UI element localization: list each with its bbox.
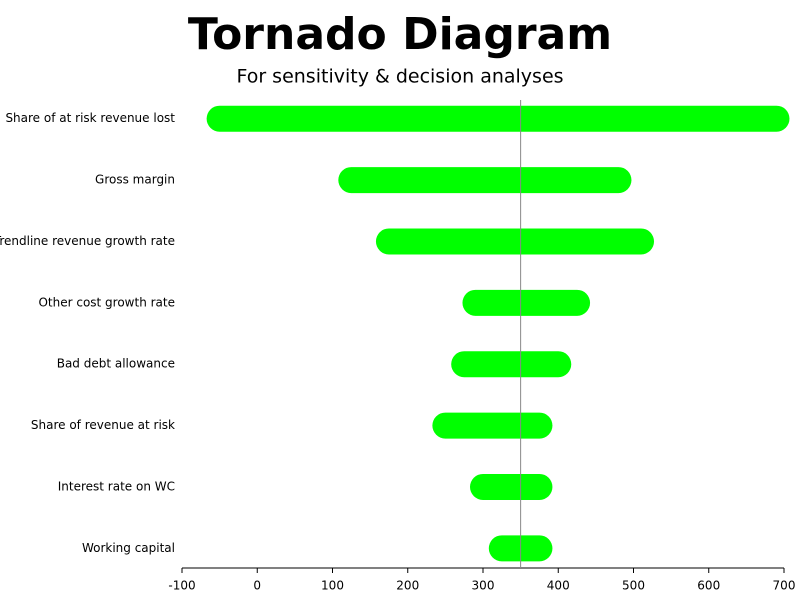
x-tick-label: 100 (321, 579, 344, 593)
category-label: Share of at risk revenue lost (5, 111, 175, 125)
category-label: Interest rate on WC (58, 479, 175, 493)
x-tick-label: 200 (396, 579, 419, 593)
category-label: Other cost growth rate (38, 295, 175, 309)
category-label: Working capital (82, 541, 175, 555)
chart-title: Tornado Diagram (188, 9, 612, 60)
category-label: Gross margin (95, 173, 175, 187)
category-label: Bad debt allowance (57, 357, 175, 371)
chart-subtitle: For sensitivity & decision analyses (236, 66, 563, 88)
x-tick-label: 600 (697, 579, 720, 593)
x-tick-label: 500 (622, 579, 645, 593)
category-label: Share of revenue at risk (31, 418, 175, 432)
x-tick-label: 300 (472, 579, 495, 593)
x-tick-label: 0 (253, 579, 261, 593)
x-tick-label: 700 (773, 579, 796, 593)
category-label: Trendline revenue growth rate (0, 234, 175, 248)
x-tick-label: -100 (168, 579, 195, 593)
x-tick-label: 400 (547, 579, 570, 593)
